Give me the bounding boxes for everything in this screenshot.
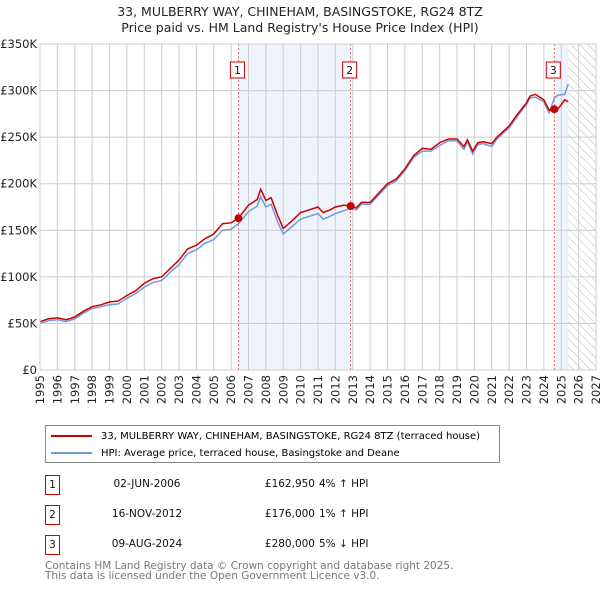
legend-swatch <box>51 452 92 454</box>
x-tick-label: 2013 <box>346 375 360 404</box>
x-tick-label: 2024 <box>537 375 551 404</box>
transaction-hpi: 4% ↑ HPI <box>319 478 369 490</box>
marker-badge: 1 <box>45 475 60 495</box>
marker-label-box <box>342 61 358 79</box>
x-tick-label: 1996 <box>50 375 64 404</box>
y-tick-label: £300K <box>0 84 37 98</box>
legend: 33, MULBERRY WAY, CHINEHAM, BASINGSTOKE,… <box>45 425 500 463</box>
y-tick-label: £150K <box>0 223 37 237</box>
marker-label: 3 <box>550 65 557 77</box>
transaction-price: £176,000 <box>264 508 315 520</box>
x-tick-label: 1999 <box>103 375 117 404</box>
transaction-date: 09-AUG-2024 <box>111 538 183 550</box>
x-tick-label: 2012 <box>328 375 342 404</box>
x-tick-label: 2027 <box>589 375 600 404</box>
chart-subtitle: Price paid vs. HM Land Registry's House … <box>121 20 479 35</box>
y-tick-label: £100K <box>0 270 37 284</box>
footer: Contains HM Land Registry data © Crown c… <box>45 560 454 582</box>
x-tick-label: 2003 <box>172 375 186 404</box>
marker-label-box <box>229 61 245 79</box>
x-tick-label: 1998 <box>85 375 99 404</box>
x-tick-label: 2023 <box>520 375 534 404</box>
legend-label: HPI: Average price, terraced house, Basi… <box>101 447 400 459</box>
transaction-price: £280,000 <box>264 538 315 550</box>
x-tick-label: 1995 <box>33 375 47 404</box>
x-tick-label: 2021 <box>485 375 499 404</box>
transaction-date: 02-JUN-2006 <box>113 478 181 490</box>
x-tick-label: 2016 <box>398 375 412 404</box>
y-tick-label: £350K <box>0 37 37 51</box>
forecast-hatch <box>568 44 596 370</box>
transaction-hpi: 1% ↑ HPI <box>319 508 369 520</box>
chart-title: 33, MULBERRY WAY, CHINEHAM, BASINGSTOKE,… <box>117 4 483 19</box>
transaction-price: £162,950 <box>264 478 315 490</box>
transaction-hpi: 5% ↓ HPI <box>319 538 369 550</box>
x-tick-label: 1997 <box>68 375 82 404</box>
x-tick-label: 2010 <box>294 375 308 404</box>
x-tick-label: 2008 <box>259 375 273 404</box>
legend-item-property: 33, MULBERRY WAY, CHINEHAM, BASINGSTOKE,… <box>51 428 480 444</box>
x-tick-label: 2018 <box>433 375 447 404</box>
footer-line-2: This data is licensed under the Open Gov… <box>45 570 380 582</box>
x-tick-label: 2020 <box>467 375 481 404</box>
marker-badge: 2 <box>45 505 60 525</box>
sale-point <box>346 202 355 211</box>
x-tick-label: 2007 <box>242 375 256 404</box>
marker-label: 1 <box>234 65 241 77</box>
sale-point <box>550 105 559 114</box>
legend-item-hpi: HPI: Average price, terraced house, Basi… <box>51 445 400 461</box>
property-price-line <box>39 93 569 323</box>
y-tick-label: £200K <box>0 177 37 191</box>
shaded-period <box>238 44 351 370</box>
x-tick-label: 2005 <box>207 375 221 404</box>
sale-point <box>234 214 243 223</box>
x-tick-label: 2006 <box>224 375 238 404</box>
legend-label: 33, MULBERRY WAY, CHINEHAM, BASINGSTOKE,… <box>101 430 481 442</box>
y-tick-label: £0 <box>22 363 37 377</box>
transaction-date: 16-NOV-2012 <box>111 508 183 520</box>
x-tick-label: 2022 <box>502 375 516 404</box>
y-tick-label: £250K <box>0 130 37 144</box>
marker-label-box <box>545 61 561 79</box>
x-tick-label: 2026 <box>572 375 586 404</box>
x-tick-label: 2025 <box>554 375 568 404</box>
x-tick-label: 2001 <box>137 375 151 404</box>
footer-line-1: Contains HM Land Registry data © Crown c… <box>45 560 454 572</box>
x-tick-label: 2017 <box>415 375 429 404</box>
x-tick-label: 2015 <box>381 375 395 404</box>
legend-swatch <box>51 435 92 437</box>
price-chart: 1995 1996 1997 1998 1999 2000 2001 2002 2003 2004… <box>0 37 600 404</box>
x-tick-label: 2011 <box>311 375 325 404</box>
hpi-line <box>39 83 569 325</box>
plot-border <box>39 43 597 371</box>
marker-label: 2 <box>346 65 353 77</box>
x-tick-label: 2009 <box>276 375 290 404</box>
x-tick-label: 2019 <box>450 375 464 404</box>
x-tick-label: 2002 <box>155 375 169 404</box>
x-tick-label: 2000 <box>120 375 134 404</box>
x-tick-label: 2004 <box>189 375 203 404</box>
marker-badge: 3 <box>45 535 60 555</box>
y-tick-label: £50K <box>8 316 38 330</box>
x-tick-label: 2014 <box>363 375 377 404</box>
